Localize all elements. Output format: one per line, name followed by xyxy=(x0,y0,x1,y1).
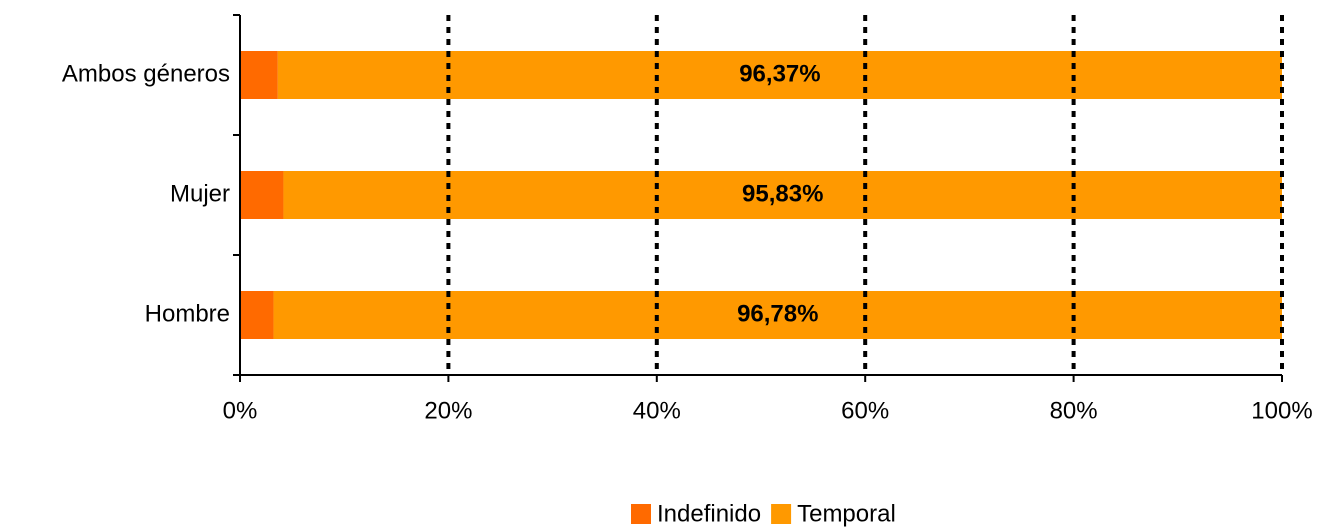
x-tick-label: 100% xyxy=(1251,397,1312,424)
x-tick-label: 20% xyxy=(424,397,472,424)
data-label: 96,37% xyxy=(739,60,820,87)
legend-label: Temporal xyxy=(797,500,896,527)
legend-label: Indefinido xyxy=(657,500,761,527)
x-tick-label: 40% xyxy=(633,397,681,424)
x-tick-label: 80% xyxy=(1050,397,1098,424)
y-tick-label: Mujer xyxy=(170,180,230,207)
data-label: 96,78% xyxy=(737,300,818,327)
x-tick-label: 60% xyxy=(841,397,889,424)
legend-swatch xyxy=(771,504,792,524)
bar-segment xyxy=(277,51,1282,99)
x-tick-label: 0% xyxy=(223,397,258,424)
bar-segment xyxy=(240,291,274,339)
bar-segment xyxy=(240,51,278,99)
y-tick-label: Ambos géneros xyxy=(62,60,230,87)
bar-segment xyxy=(240,171,284,219)
bar-segment xyxy=(273,291,1283,339)
y-tick-label: Hombre xyxy=(145,300,230,327)
data-label: 95,83% xyxy=(742,180,823,207)
legend-swatch xyxy=(631,504,651,524)
